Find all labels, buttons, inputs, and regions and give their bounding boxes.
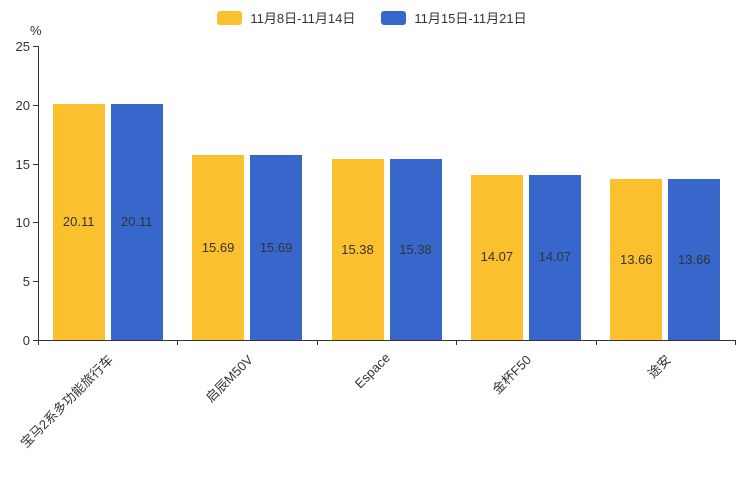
bar-series1-途安	[610, 179, 663, 340]
y-axis-tick-mark	[33, 340, 38, 341]
legend-label-series2: 11月15日-11月21日	[414, 11, 527, 26]
y-axis-line	[38, 46, 39, 341]
bar-series1-宝马2系多功能旅行车	[52, 103, 105, 340]
bar-value-label: 15.38	[341, 241, 374, 257]
x-axis-category-label: 金杯F50	[489, 352, 535, 397]
x-axis-line	[38, 340, 735, 341]
bar-value-label: 13.66	[678, 251, 711, 267]
legend-item-series2[interactable]: 11月15日-11月21日	[381, 8, 527, 27]
legend-item-series1[interactable]: 11月8日-11月14日	[217, 8, 355, 27]
bar-value-label: 15.38	[399, 241, 432, 257]
legend-swatch-series2	[381, 10, 407, 25]
y-axis-tick-mark	[33, 46, 38, 47]
x-axis-tick-mark	[456, 340, 458, 345]
y-axis-tick-mark	[33, 281, 38, 283]
bar-value-label: 15.69	[259, 239, 293, 255]
x-axis-tick-mark	[316, 340, 318, 345]
legend-label-series1: 11月8日-11月14日	[250, 11, 356, 26]
bar-series1-启辰M50V	[192, 155, 245, 340]
bar-series2-途安	[668, 179, 721, 340]
x-axis-category-label: 途安	[645, 352, 675, 382]
bar-series2-Espace	[389, 159, 442, 340]
x-axis-category-label: 启辰M50V	[202, 352, 256, 406]
legend-swatch-series1	[217, 10, 243, 25]
bar-value-label: 20.11	[62, 213, 95, 229]
bar-series2-启辰M50V	[250, 155, 303, 340]
y-axis-tick-label: 5	[22, 274, 30, 290]
x-axis-tick-mark	[735, 340, 736, 345]
y-axis-tick-label: 10	[15, 215, 30, 231]
legend: 11月8日-11月14日 11月15日-11月21日	[0, 8, 744, 27]
bar-series1-Espace	[331, 159, 384, 340]
x-axis-category-label: Espace	[351, 350, 394, 392]
y-axis-tick-label: 0	[22, 333, 30, 348]
bar-series2-宝马2系多功能旅行车	[110, 103, 163, 340]
bar-series1-金杯F50	[470, 174, 523, 340]
y-axis-tick-mark	[33, 222, 38, 224]
y-axis-unit-label: %	[30, 23, 42, 38]
y-axis-tick-label: 25	[15, 39, 30, 54]
y-axis-tick-label: 15	[15, 156, 30, 172]
bar-value-label: 14.07	[538, 249, 572, 265]
bar-value-label: 13.66	[620, 251, 653, 267]
y-axis-tick-mark	[33, 104, 38, 106]
bar-value-label: 20.11	[120, 213, 153, 229]
bar-value-label: 15.69	[201, 239, 235, 255]
x-axis-tick-mark	[177, 340, 179, 345]
bar-series2-金杯F50	[528, 174, 581, 340]
y-axis-tick-mark	[33, 163, 38, 165]
y-axis-tick-label: 20	[15, 97, 30, 113]
x-axis-tick-mark	[595, 340, 597, 345]
x-axis-tick-mark	[38, 340, 39, 345]
x-axis-category-label: 宝马2系多功能旅行车	[17, 352, 117, 451]
bar-value-label: 14.07	[480, 249, 514, 265]
